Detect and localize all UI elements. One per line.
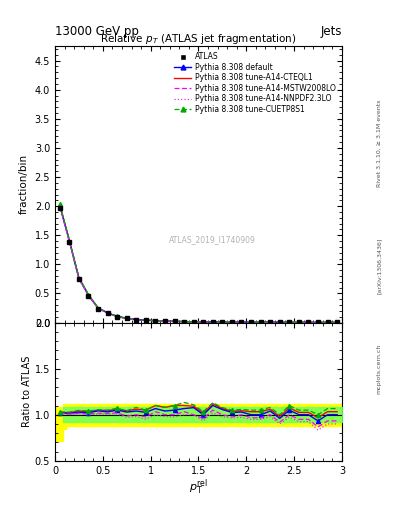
Text: [arXiv:1306.3436]: [arXiv:1306.3436] xyxy=(377,238,382,294)
Text: 13000 GeV pp: 13000 GeV pp xyxy=(55,26,139,38)
Title: Relative $p_T$ (ATLAS jet fragmentation): Relative $p_T$ (ATLAS jet fragmentation) xyxy=(100,32,297,46)
Text: Rivet 3.1.10, ≥ 3.1M events: Rivet 3.1.10, ≥ 3.1M events xyxy=(377,100,382,187)
Text: ATLAS_2019_I1740909: ATLAS_2019_I1740909 xyxy=(169,235,256,244)
Y-axis label: Ratio to ATLAS: Ratio to ATLAS xyxy=(22,356,32,428)
Text: mcplots.cern.ch: mcplots.cern.ch xyxy=(377,344,382,394)
Y-axis label: fraction/bin: fraction/bin xyxy=(19,154,29,215)
Legend: ATLAS, Pythia 8.308 default, Pythia 8.308 tune-A14-CTEQL1, Pythia 8.308 tune-A14: ATLAS, Pythia 8.308 default, Pythia 8.30… xyxy=(172,50,338,116)
Text: Jets: Jets xyxy=(320,26,342,38)
X-axis label: $p_{\rm T}^{\rm rel}$: $p_{\rm T}^{\rm rel}$ xyxy=(189,477,208,497)
